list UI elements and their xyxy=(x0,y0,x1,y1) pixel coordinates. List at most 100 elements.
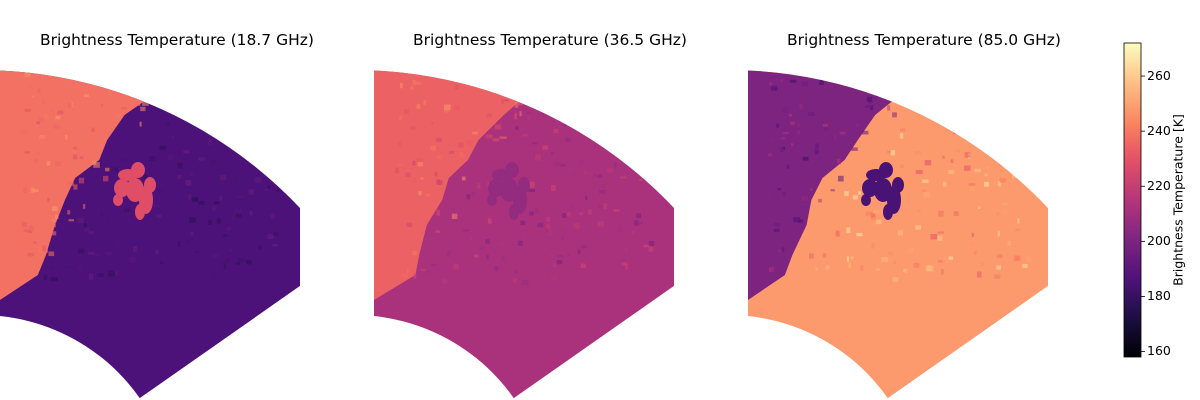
texture-pixel xyxy=(42,98,45,105)
texture-pixel xyxy=(838,158,841,165)
texture-pixel xyxy=(1017,109,1025,115)
texture-pixel xyxy=(498,241,505,248)
texture-pixel xyxy=(494,124,502,130)
texture-pixel xyxy=(867,62,870,67)
texture-pixel xyxy=(89,62,95,66)
texture-pixel xyxy=(204,64,207,70)
texture-pixel xyxy=(254,176,262,183)
texture-pixel xyxy=(83,227,90,232)
texture-pixel xyxy=(946,181,951,185)
texture-pixel xyxy=(769,82,773,86)
texture-pixel xyxy=(92,82,97,86)
texture-pixel xyxy=(36,121,41,125)
texture-pixel xyxy=(85,64,91,67)
texture-pixel xyxy=(565,212,571,217)
texture-pixel xyxy=(872,209,880,214)
texture-pixel xyxy=(577,249,581,255)
texture-pixel xyxy=(770,266,776,270)
texture-pixel xyxy=(941,269,944,275)
texture-pixel xyxy=(540,109,547,112)
texture-pixel xyxy=(606,168,613,174)
texture-pixel xyxy=(527,114,531,121)
texture-pixel xyxy=(599,189,606,194)
texture-pixel xyxy=(846,227,851,234)
texture-pixel xyxy=(73,146,78,151)
texture-pixel xyxy=(212,205,216,211)
texture-pixel xyxy=(42,106,46,112)
texture-pixel xyxy=(236,195,244,198)
texture-pixel xyxy=(836,159,839,164)
texture-pixel xyxy=(515,125,519,131)
texture-pixel xyxy=(954,101,958,105)
texture-pixel xyxy=(616,228,623,233)
texture-pixel xyxy=(469,235,473,241)
texture-pixel xyxy=(983,163,989,167)
texture-pixel xyxy=(140,93,146,99)
texture-pixel xyxy=(870,212,875,218)
texture-pixel xyxy=(979,135,986,139)
texture-pixel xyxy=(133,245,138,252)
texture-pixel xyxy=(466,140,473,147)
texture-pixel xyxy=(458,142,464,148)
texture-pixel xyxy=(875,268,881,271)
texture-pixel xyxy=(153,204,161,208)
texture-pixel xyxy=(83,94,89,98)
texture-pixel xyxy=(892,112,897,118)
texture-pixel xyxy=(234,208,241,215)
texture-pixel xyxy=(874,77,878,83)
texture-pixel xyxy=(268,176,274,179)
texture-pixel xyxy=(939,256,943,260)
texture-pixel xyxy=(514,113,517,120)
texture-pixel xyxy=(416,158,423,163)
texture-pixel xyxy=(837,175,844,182)
texture-pixel xyxy=(791,143,794,146)
texture-pixel xyxy=(51,224,56,228)
texture-pixel xyxy=(900,128,906,132)
island xyxy=(114,179,130,197)
texture-pixel xyxy=(51,206,58,212)
texture-pixel xyxy=(773,195,778,201)
texture-pixel xyxy=(24,71,31,77)
texture-pixel xyxy=(622,262,628,266)
texture-pixel xyxy=(979,112,984,117)
texture-pixel xyxy=(250,103,253,110)
texture-pixel xyxy=(422,125,426,129)
texture-pixel xyxy=(38,246,43,253)
texture-pixel xyxy=(598,204,602,209)
texture-pixel xyxy=(899,132,904,139)
texture-pixel xyxy=(793,217,800,223)
texture-pixel xyxy=(609,134,615,140)
texture-pixel xyxy=(165,122,170,127)
texture-pixel xyxy=(532,142,538,145)
texture-pixel xyxy=(139,121,142,127)
texture-pixel xyxy=(240,107,243,112)
texture-pixel xyxy=(111,167,118,172)
texture-pixel xyxy=(230,213,236,220)
texture-pixel xyxy=(220,174,227,181)
texture-pixel xyxy=(974,168,982,173)
texture-pixel xyxy=(1025,138,1032,143)
texture-pixel xyxy=(809,187,813,191)
texture-pixel xyxy=(800,196,808,202)
texture-pixel xyxy=(98,70,102,71)
texture-pixel xyxy=(881,257,889,263)
texture-pixel xyxy=(216,217,222,224)
texture-pixel xyxy=(45,249,49,253)
texture-pixel xyxy=(267,99,272,103)
texture-pixel xyxy=(851,147,858,151)
texture-pixel xyxy=(893,260,897,265)
texture-pixel xyxy=(501,256,505,262)
texture-pixel xyxy=(786,164,790,169)
texture-pixel xyxy=(177,241,181,247)
texture-pixel xyxy=(971,232,974,238)
texture-pixel xyxy=(652,144,657,150)
texture-pixel xyxy=(550,151,554,155)
texture-pixel xyxy=(57,110,64,115)
texture-pixel xyxy=(211,254,219,258)
texture-pixel xyxy=(1002,202,1009,206)
texture-pixel xyxy=(416,104,421,110)
texture-pixel xyxy=(396,164,404,167)
texture-pixel xyxy=(887,150,892,154)
texture-pixel xyxy=(103,175,109,182)
texture-pixel xyxy=(619,150,625,155)
